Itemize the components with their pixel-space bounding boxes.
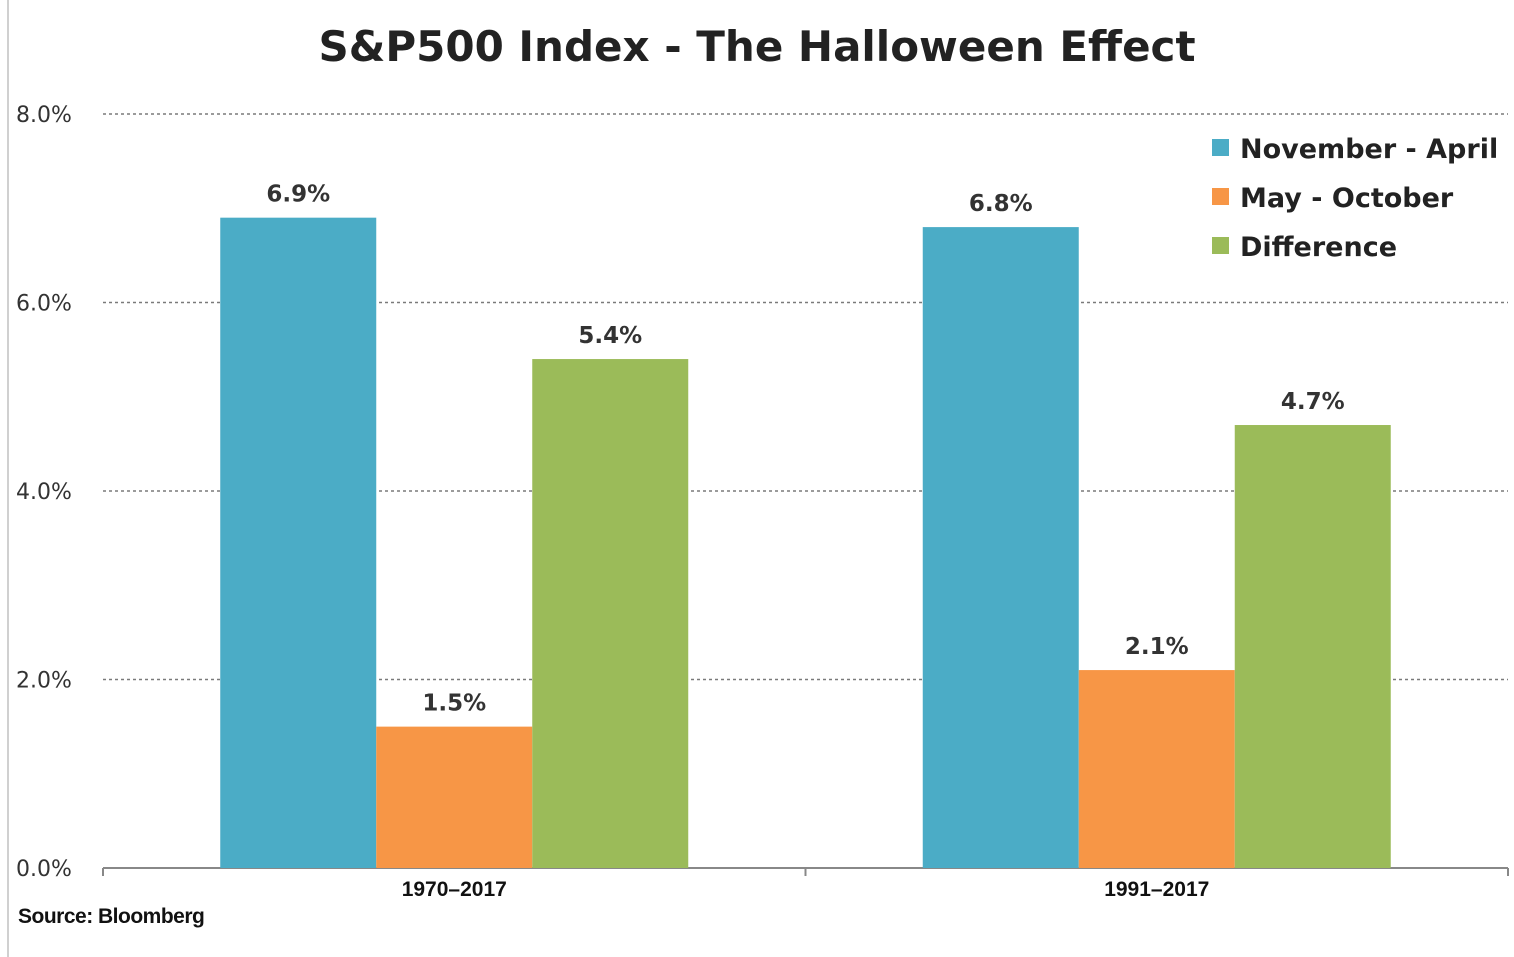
y-tick-label-2: 4.0% — [16, 480, 72, 505]
y-tick-label-0: 0.0% — [16, 857, 72, 882]
x-category-label-1: 1970–2017 — [402, 878, 507, 901]
legend-swatch-2 — [1212, 188, 1229, 205]
y-tick-label-1: 2.0% — [16, 669, 72, 694]
bar-1-2 — [376, 726, 533, 868]
bar-1-3 — [532, 359, 689, 868]
y-tick-label-3: 6.0% — [16, 292, 72, 317]
bar-2-3 — [1234, 425, 1391, 868]
data-label-2-1: 6.8% — [969, 191, 1033, 217]
bar-1-1 — [220, 217, 377, 869]
source-note: Source: Bloomberg — [18, 905, 205, 928]
data-label-2-2: 2.1% — [1125, 634, 1189, 660]
x-category-label-2: 1991–2017 — [1104, 878, 1209, 901]
legend-swatch-1 — [1212, 139, 1229, 156]
legend-label-1: November - April — [1240, 134, 1498, 165]
legend-label-3: Difference — [1240, 232, 1397, 263]
bar-2-2 — [1078, 670, 1235, 868]
y-tick-label-4: 8.0% — [16, 103, 72, 128]
data-label-1-3: 5.4% — [578, 323, 642, 349]
legend-swatch-3 — [1212, 237, 1229, 254]
data-label-1-2: 1.5% — [422, 691, 486, 717]
legend-label-2: May - October — [1240, 183, 1454, 214]
data-label-1-1: 6.9% — [266, 182, 330, 208]
chart-title: S&P500 Index - The Halloween Effect — [318, 22, 1196, 71]
bar-2-1 — [922, 227, 1079, 869]
data-label-2-3: 4.7% — [1281, 389, 1345, 415]
